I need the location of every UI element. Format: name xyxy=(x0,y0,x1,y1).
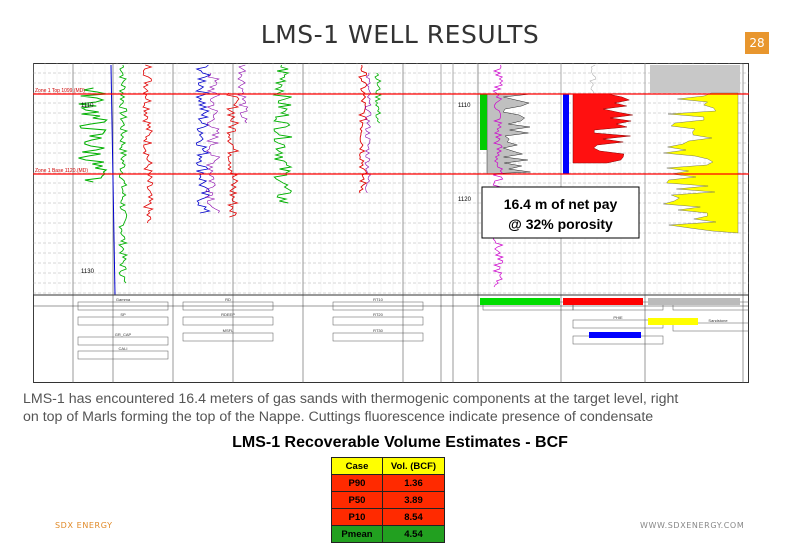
depth-label-1: 1110 xyxy=(81,103,94,109)
results-caption: LMS-1 has encountered 16.4 meters of gas… xyxy=(23,390,783,426)
svg-text:Gamma: Gamma xyxy=(116,297,131,302)
log-grid xyxy=(32,63,749,383)
svg-text:RT20: RT20 xyxy=(373,312,383,317)
case-cell: P90 xyxy=(331,474,383,492)
gas-header-bar xyxy=(563,298,643,305)
case-cell: Pmean xyxy=(331,525,383,543)
table-row-mean: Pmean 4.54 xyxy=(331,525,445,543)
net-pay-flag xyxy=(480,94,487,150)
saturation-flag xyxy=(563,94,569,174)
sat-header-bar xyxy=(589,332,641,338)
vol-cell: 4.54 xyxy=(382,525,445,543)
svg-text:RT10: RT10 xyxy=(373,297,383,302)
gas-fill xyxy=(572,93,633,164)
svg-text:CALI: CALI xyxy=(119,346,128,351)
table-header-row: Case Vol. (BCF) xyxy=(331,457,445,475)
zone-top-label: Zone 1 Top 1099.(MD) xyxy=(35,88,85,94)
sand-fill xyxy=(663,92,739,234)
page-number-badge: 28 xyxy=(745,32,769,54)
svg-text:RDEEP: RDEEP xyxy=(221,312,235,317)
net-pay-callout xyxy=(481,186,640,239)
table-row: P10 8.54 xyxy=(331,508,445,526)
net-pay-header-bar xyxy=(480,298,560,305)
zone-base-label: Zone 1 Base 1120.(MD) xyxy=(35,168,88,174)
depth-label-r2: 1120 xyxy=(458,197,472,203)
vol-cell: 3.89 xyxy=(382,491,445,509)
svg-text:RD: RD xyxy=(225,297,231,302)
case-cell: P10 xyxy=(331,508,383,526)
svg-text:PHIE: PHIE xyxy=(613,315,623,320)
net-pay-text-2: @ 32% porosity xyxy=(508,216,613,232)
well-log-image: Zone 1 Top 1099.(MD) Zone 1 Base 1120.(M… xyxy=(32,63,764,383)
vol-cell: 8.54 xyxy=(382,508,445,526)
svg-text:MSFL: MSFL xyxy=(223,328,234,333)
depth-label-3: 1130 xyxy=(81,269,95,275)
vol-cell: 1.36 xyxy=(382,474,445,492)
svg-text:Sandstone: Sandstone xyxy=(708,318,728,323)
table-row: P90 1.36 xyxy=(331,474,445,492)
volume-table-title: LMS-1 Recoverable Volume Estimates - BCF xyxy=(232,434,568,451)
volume-table: Case Vol. (BCF) P90 1.36 P50 3.89 P10 8.… xyxy=(331,457,445,543)
page-title: LMS-1 WELL RESULTS xyxy=(260,20,540,49)
svg-text:GR_CAP: GR_CAP xyxy=(115,332,132,337)
case-cell: P50 xyxy=(331,491,383,509)
col-header-case: Case xyxy=(331,457,383,475)
shale-header-bar xyxy=(648,298,740,305)
caption-line-2: on top of Marls forming the top of the N… xyxy=(23,409,654,425)
footer-website: WWW.SDXENERGY.COM xyxy=(640,521,745,530)
caption-line-1: LMS-1 has encountered 16.4 meters of gas… xyxy=(23,391,679,407)
table-row: P50 3.89 xyxy=(331,491,445,509)
well-log-panel: Zone 1 Top 1099.(MD) Zone 1 Base 1120.(M… xyxy=(32,63,764,383)
depth-label-r1: 1110 xyxy=(458,103,471,109)
shale-fill xyxy=(650,65,740,93)
col-header-vol: Vol. (BCF) xyxy=(382,457,445,475)
sand-header-bar xyxy=(648,318,698,325)
svg-text:SP: SP xyxy=(120,312,126,317)
net-pay-text-1: 16.4 m of net pay xyxy=(504,196,618,212)
footer-company: SDX ENERGY xyxy=(55,521,113,530)
svg-text:RT30: RT30 xyxy=(373,328,383,333)
